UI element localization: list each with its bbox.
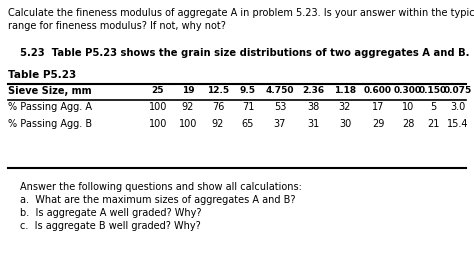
Text: % Passing Agg. A: % Passing Agg. A [8,102,92,112]
Text: 29: 29 [372,119,384,129]
Text: 71: 71 [242,102,254,112]
Text: 65: 65 [242,119,254,129]
Text: 30: 30 [339,119,351,129]
Text: 53: 53 [274,102,286,112]
Text: 1.18: 1.18 [334,86,356,95]
Text: 100: 100 [179,119,197,129]
Text: Sieve Size, mm: Sieve Size, mm [8,86,91,96]
Text: 76: 76 [212,102,224,112]
Text: c.  Is aggregate B well graded? Why?: c. Is aggregate B well graded? Why? [20,221,201,231]
Text: 3.0: 3.0 [450,102,465,112]
Text: 19: 19 [182,86,194,95]
Text: 25: 25 [152,86,164,95]
Text: 32: 32 [339,102,351,112]
Text: 28: 28 [402,119,414,129]
Text: Calculate the fineness modulus of aggregate A in problem 5.23. Is your answer wi: Calculate the fineness modulus of aggreg… [8,8,474,31]
Text: 5.23  Table P5.23 shows the grain size distributions of two aggregates A and B.: 5.23 Table P5.23 shows the grain size di… [20,48,470,58]
Text: 0.150: 0.150 [419,86,447,95]
Text: 100: 100 [149,119,167,129]
Text: Table P5.23: Table P5.23 [8,70,76,80]
Text: 4.750: 4.750 [266,86,294,95]
Text: % Passing Agg. B: % Passing Agg. B [8,119,92,129]
Text: 21: 21 [427,119,439,129]
Text: 31: 31 [307,119,319,129]
Text: 5: 5 [430,102,436,112]
Text: 12.5: 12.5 [207,86,229,95]
Text: 9.5: 9.5 [240,86,256,95]
Text: 17: 17 [372,102,384,112]
Text: 100: 100 [149,102,167,112]
Text: a.  What are the maximum sizes of aggregates A and B?: a. What are the maximum sizes of aggrega… [20,195,295,205]
Text: 0.075: 0.075 [444,86,472,95]
Text: 0.600: 0.600 [364,86,392,95]
Text: 37: 37 [274,119,286,129]
Text: Answer the following questions and show all calculations:: Answer the following questions and show … [20,182,302,192]
Text: 10: 10 [402,102,414,112]
Text: 0.300: 0.300 [394,86,422,95]
Text: 92: 92 [212,119,224,129]
Text: 92: 92 [182,102,194,112]
Text: b.  Is aggregate A well graded? Why?: b. Is aggregate A well graded? Why? [20,208,201,218]
Text: 2.36: 2.36 [302,86,324,95]
Text: 38: 38 [307,102,319,112]
Text: 15.4: 15.4 [447,119,469,129]
